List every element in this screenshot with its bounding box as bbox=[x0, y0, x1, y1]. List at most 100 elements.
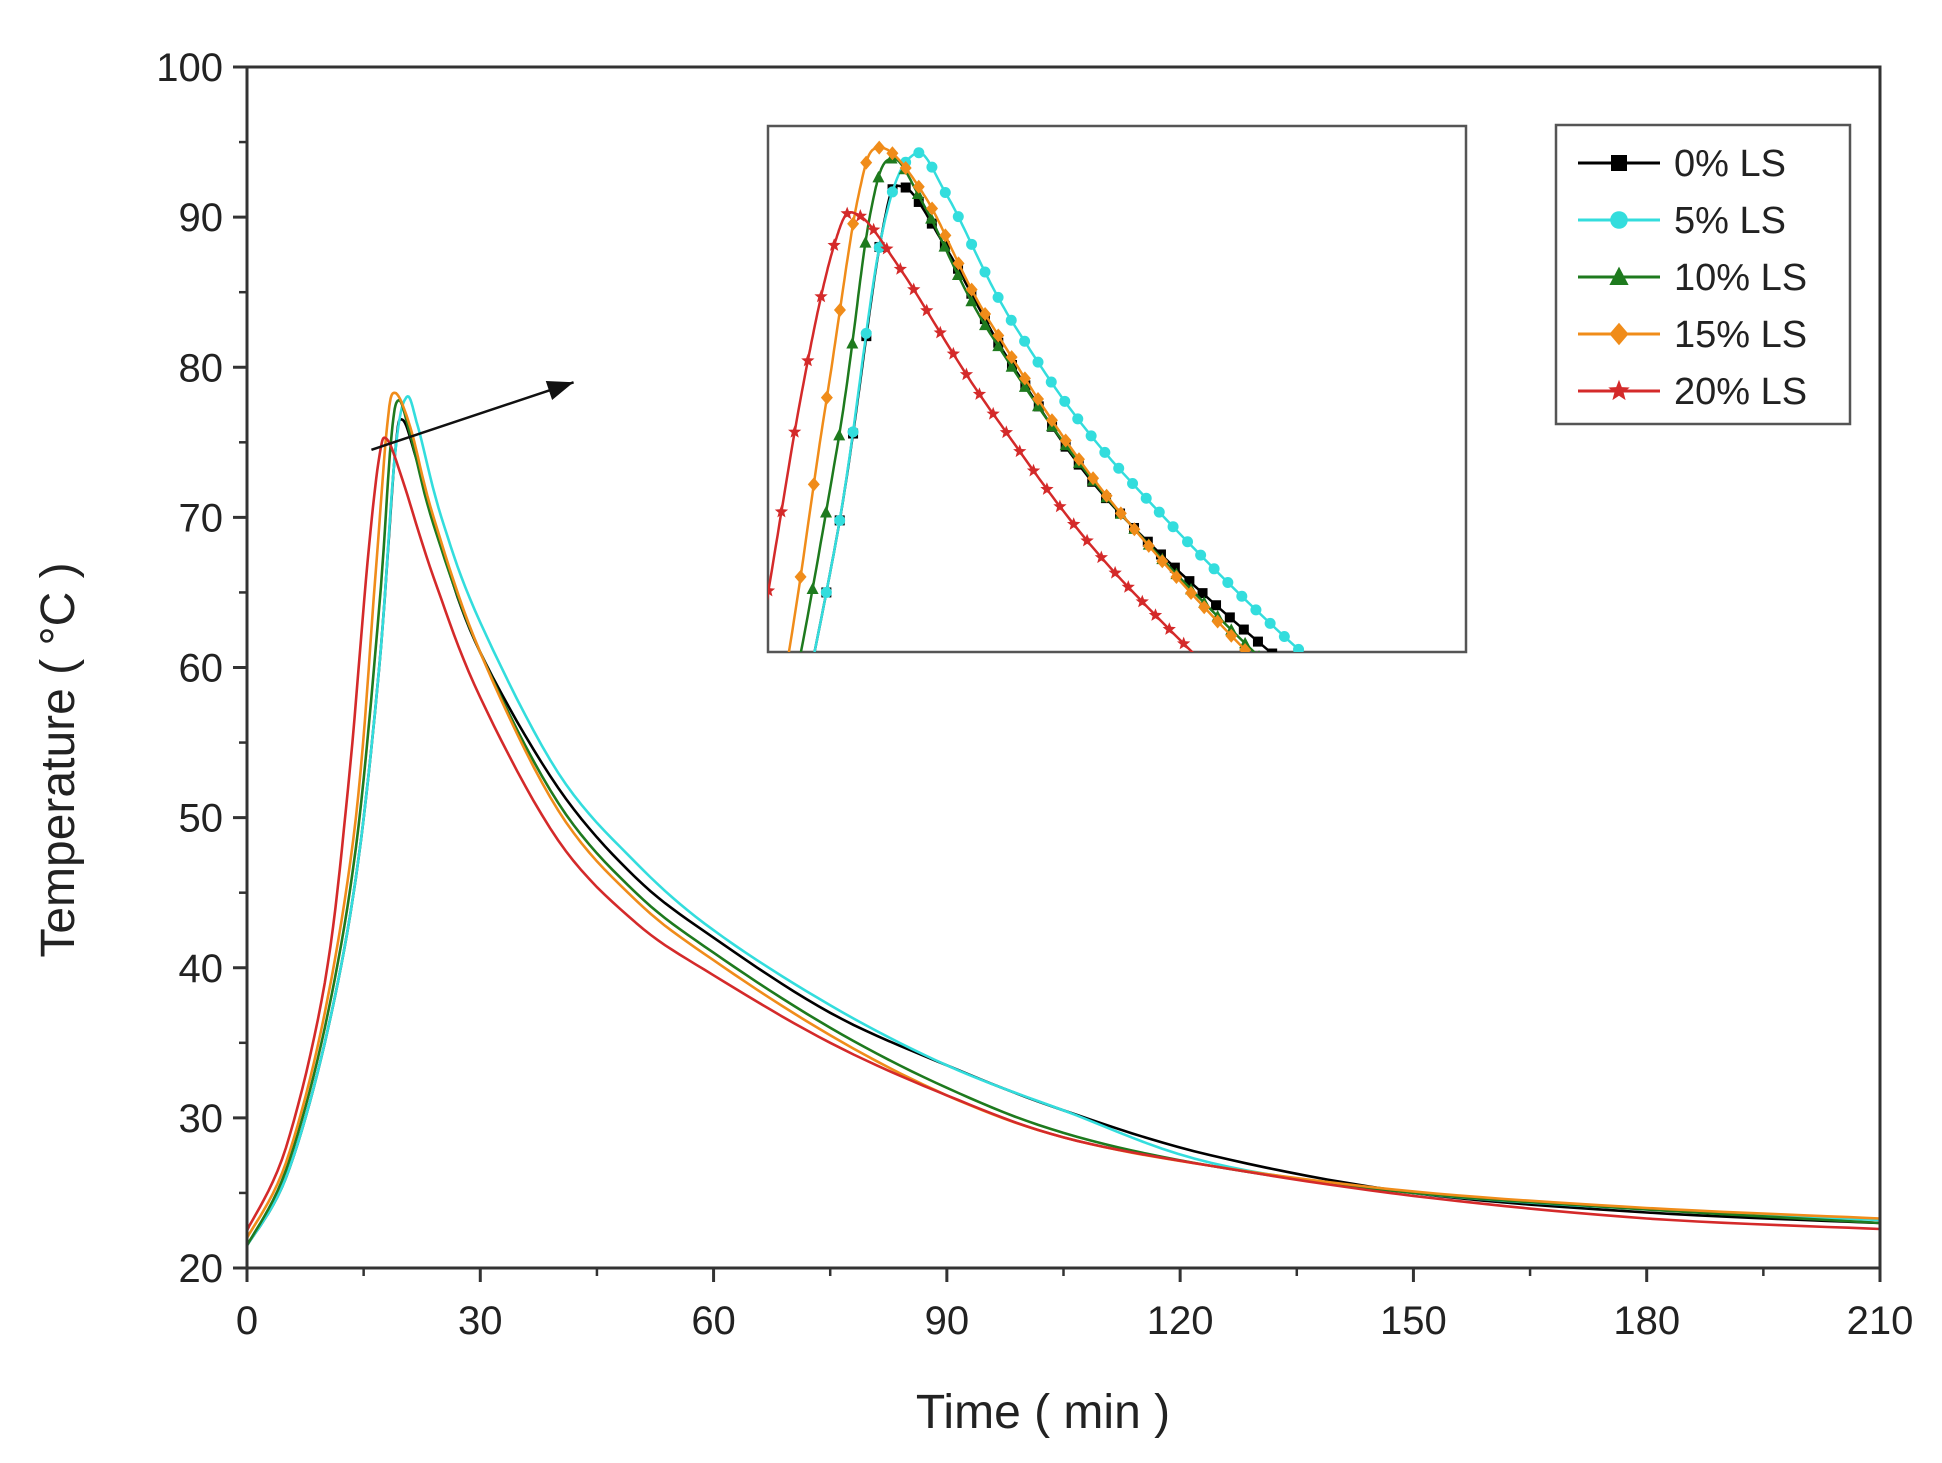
inset-marker bbox=[1045, 413, 1058, 428]
inset-marker bbox=[1167, 521, 1179, 533]
inset-plot bbox=[768, 140, 1305, 652]
inset-marker bbox=[1184, 576, 1195, 587]
inset-marker bbox=[840, 206, 854, 220]
inset-marker bbox=[853, 209, 867, 222]
inset-marker bbox=[1040, 482, 1054, 495]
inset-marker bbox=[834, 514, 846, 526]
inset-marker bbox=[1114, 506, 1127, 521]
inset-marker bbox=[1113, 462, 1125, 474]
legend-label: 15% LS bbox=[1674, 314, 1807, 356]
inset-marker bbox=[1059, 433, 1072, 448]
inset-marker bbox=[1005, 350, 1018, 365]
y-tick-label: 60 bbox=[179, 647, 224, 691]
inset-marker bbox=[806, 582, 819, 595]
inset-marker bbox=[986, 406, 1000, 420]
y-tick-label: 100 bbox=[156, 46, 223, 90]
inset-marker bbox=[965, 282, 978, 297]
y-tick-label: 90 bbox=[179, 196, 224, 240]
inset-marker bbox=[959, 367, 974, 381]
inset-marker bbox=[1225, 628, 1238, 643]
inset-marker bbox=[946, 346, 960, 360]
inset-marker bbox=[1018, 380, 1031, 392]
y-tick-label: 40 bbox=[179, 947, 224, 991]
inset-marker bbox=[1239, 642, 1252, 652]
inset-marker bbox=[972, 387, 987, 400]
inset-marker bbox=[992, 339, 1005, 352]
inset-marker bbox=[911, 187, 924, 200]
inset-marker bbox=[847, 216, 860, 231]
inset-marker bbox=[939, 228, 952, 243]
x-axis-title: Time ( min ) bbox=[916, 1386, 1170, 1439]
inset-marker bbox=[880, 241, 894, 255]
inset-marker bbox=[920, 303, 934, 317]
inset-marker bbox=[860, 155, 873, 170]
x-tick-label: 180 bbox=[1613, 1299, 1680, 1343]
y-tick-label: 50 bbox=[179, 797, 224, 841]
inset-marker bbox=[1224, 612, 1235, 623]
inset-marker bbox=[1128, 522, 1141, 537]
inset-marker bbox=[1155, 549, 1166, 560]
inset-marker bbox=[1099, 446, 1111, 458]
y-tick-label: 20 bbox=[179, 1247, 224, 1291]
inset-marker bbox=[794, 569, 807, 584]
inset-marker bbox=[820, 586, 832, 598]
inset-marker bbox=[873, 241, 885, 253]
inset-marker bbox=[827, 238, 841, 251]
inset-marker bbox=[1197, 588, 1208, 599]
inset-series-line-2 bbox=[799, 157, 1256, 652]
legend-marker bbox=[1609, 266, 1629, 285]
inset-marker bbox=[833, 428, 846, 441]
x-tick-label: 150 bbox=[1380, 1299, 1447, 1343]
legend-item: 20% LS bbox=[1578, 371, 1807, 413]
inset-marker bbox=[913, 147, 925, 159]
inset-marker bbox=[860, 327, 872, 339]
inset-marker bbox=[859, 236, 872, 248]
inset-marker bbox=[926, 201, 939, 216]
legend-marker bbox=[1608, 379, 1630, 401]
inset-marker bbox=[1026, 463, 1041, 477]
inset-marker bbox=[1121, 580, 1135, 593]
inset-marker bbox=[820, 390, 833, 405]
inset-marker bbox=[1162, 622, 1176, 635]
inset-marker bbox=[1080, 533, 1094, 547]
x-tick-label: 210 bbox=[1847, 1299, 1914, 1343]
inset-marker bbox=[1182, 536, 1194, 548]
inset-marker bbox=[1195, 549, 1207, 561]
inset-marker bbox=[952, 211, 964, 223]
inset-marker bbox=[1032, 392, 1045, 407]
inset-marker bbox=[992, 291, 1004, 303]
inset-marker bbox=[1019, 335, 1031, 347]
legend-label: 20% LS bbox=[1674, 371, 1807, 413]
inset-marker bbox=[1177, 636, 1191, 650]
legend-marker bbox=[1609, 322, 1629, 346]
inset-marker bbox=[1211, 600, 1222, 611]
inset-marker bbox=[899, 160, 912, 175]
inset-marker bbox=[1198, 600, 1211, 615]
inset-marker bbox=[867, 222, 881, 236]
inset-marker bbox=[1108, 565, 1122, 579]
inset-marker bbox=[912, 179, 925, 194]
inset-marker bbox=[926, 161, 938, 173]
series-line-1 bbox=[247, 395, 1880, 1247]
inset-marker bbox=[774, 504, 789, 518]
inset-marker bbox=[1018, 371, 1031, 386]
inset-marker bbox=[873, 140, 886, 155]
inset-marker bbox=[900, 182, 911, 193]
y-tick-label: 80 bbox=[179, 346, 224, 390]
inset-marker bbox=[1170, 569, 1183, 584]
legend-item: 5% LS bbox=[1578, 200, 1786, 242]
inset-marker bbox=[1252, 636, 1263, 647]
inset-marker bbox=[1140, 492, 1152, 504]
inset-marker bbox=[1148, 608, 1163, 621]
legend-item: 10% LS bbox=[1578, 257, 1807, 299]
inset-marker bbox=[1100, 488, 1113, 503]
inset-marker bbox=[1067, 517, 1081, 530]
inset-marker bbox=[1072, 452, 1085, 467]
inset-marker bbox=[1045, 376, 1057, 388]
inset-marker bbox=[833, 302, 846, 317]
inset-marker bbox=[951, 268, 964, 280]
inset-marker bbox=[872, 170, 885, 183]
inset-marker bbox=[992, 328, 1005, 343]
